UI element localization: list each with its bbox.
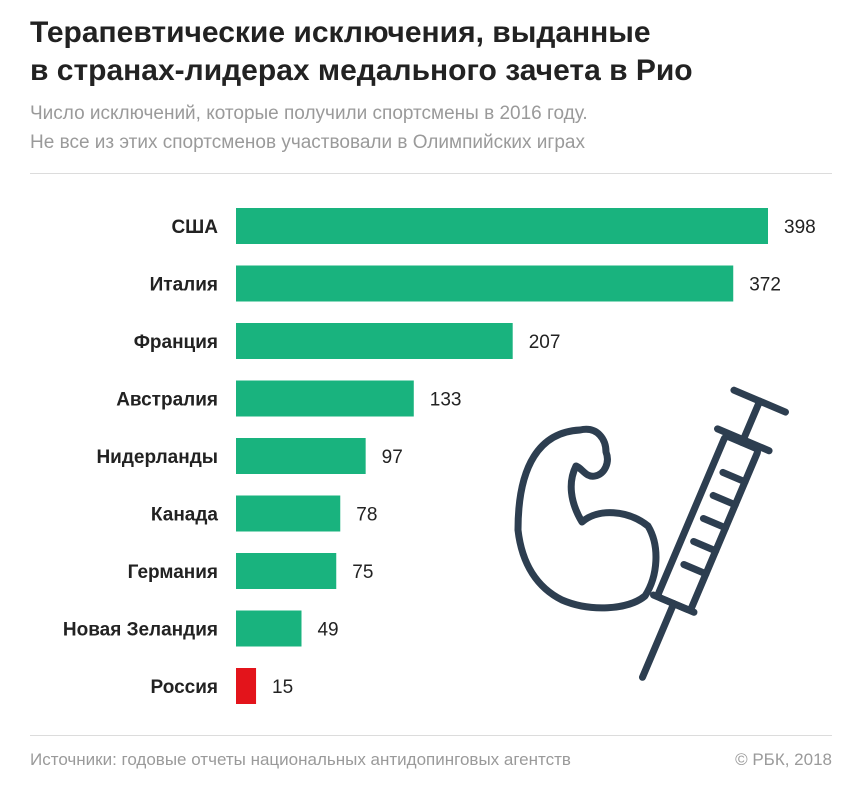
value-label: 133 [430,390,462,411]
copyright-note: © РБК, 2018 [735,750,832,769]
chart-title: Терапевтические исключения, выданные в с… [30,14,830,90]
chart-subtitle-line1: Число исключений, которые получили спорт… [30,103,588,124]
value-label: 78 [356,505,377,526]
chart-title-line1: Терапевтические исключения, выданные [30,16,651,49]
bar [236,610,302,647]
top-divider [30,173,832,174]
category-label: Нидерланды [96,447,218,468]
chart-subtitle: Число исключений, которые получили спорт… [30,99,830,157]
value-label: 372 [749,275,781,296]
bar [236,265,734,302]
value-label: 207 [529,332,561,353]
bar [236,495,341,532]
value-label: 49 [317,620,338,641]
value-label: 398 [784,217,816,238]
category-label: США [171,217,218,238]
bar [236,438,366,474]
muscle-arm-syringe-icon [514,386,789,681]
chart-title-line2: в странах-лидерах медального зачета в Ри… [30,54,693,87]
category-label: Франция [134,332,218,353]
value-label: 97 [382,447,403,468]
bottom-divider [30,735,832,736]
bar [236,380,414,417]
value-label: 15 [272,677,293,698]
source-note: Источники: годовые отчеты национальных а… [30,750,571,769]
category-label: Италия [150,275,218,296]
category-label: Канада [151,505,218,526]
bar [236,323,513,359]
bar [236,553,337,589]
category-label: Германия [128,562,218,583]
value-label: 75 [352,562,373,583]
category-label: Новая Зеландия [63,620,218,641]
bar [236,208,768,244]
chart-subtitle-line2: Не все из этих спортсменов участвовали в… [30,132,585,153]
category-label: Австралия [116,390,218,411]
category-label: Россия [151,677,218,698]
bar [236,668,257,704]
